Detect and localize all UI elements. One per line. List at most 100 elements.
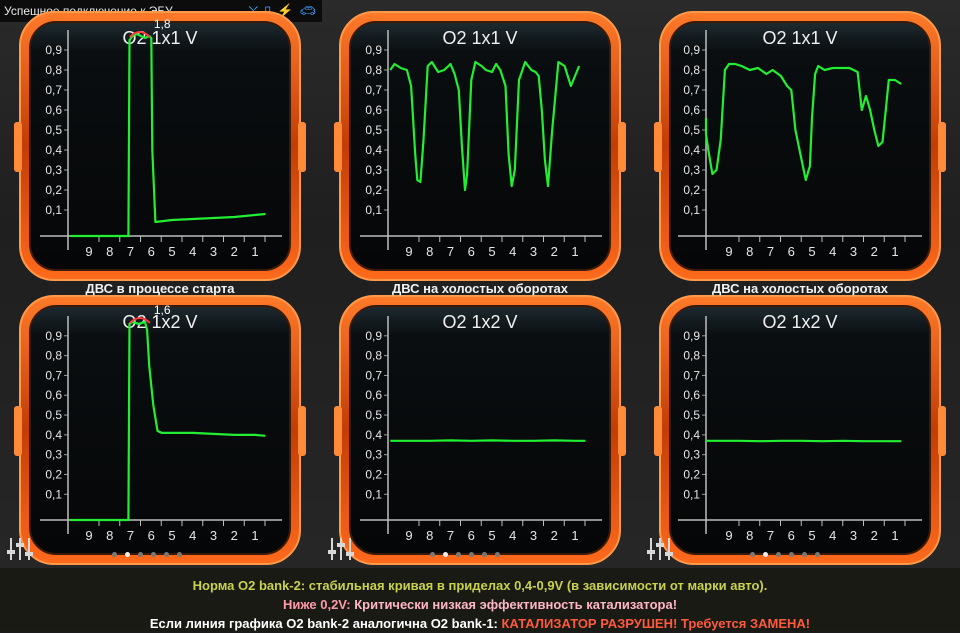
y-tick-label: 0,1 — [365, 203, 382, 217]
page-indicator[interactable] — [112, 552, 182, 557]
x-tick-label: 2 — [551, 528, 558, 543]
footer-notes: Норма O2 bank-2: стабильная кривая в при… — [0, 568, 960, 631]
page-indicator[interactable] — [430, 552, 500, 557]
gauge-screen — [350, 306, 610, 554]
y-tick-label: 0,7 — [365, 368, 382, 382]
y-tick-label: 0,5 — [365, 123, 382, 137]
page-dot[interactable] — [469, 552, 474, 557]
page-dot[interactable] — [138, 552, 143, 557]
page-dot[interactable] — [177, 552, 182, 557]
page-dot[interactable] — [482, 552, 487, 557]
sliders-icon[interactable] — [6, 536, 36, 562]
y-tick-label: 0,1 — [45, 487, 62, 501]
y-tick-label: 0,2 — [45, 467, 62, 481]
y-tick-label: 0,2 — [45, 183, 62, 197]
page-dot[interactable] — [151, 552, 156, 557]
x-tick-label: 6 — [148, 528, 155, 543]
x-tick-label: 6 — [788, 528, 795, 543]
page-dot[interactable] — [815, 552, 820, 557]
y-tick-label: 0,9 — [45, 329, 62, 343]
x-tick-label: 2 — [871, 528, 878, 543]
y-tick-label: 0,1 — [683, 203, 700, 217]
x-tick-label: 7 — [767, 528, 774, 543]
gauge-screen — [30, 306, 290, 554]
chart-title: O2 1x2 V — [762, 312, 837, 332]
y-tick-label: 0,3 — [365, 448, 382, 462]
x-tick-label: 9 — [725, 528, 732, 543]
y-tick-label: 0,8 — [365, 349, 382, 363]
y-tick-label: 0,7 — [683, 83, 700, 97]
gauge-side-accent — [334, 406, 342, 456]
page-dot[interactable] — [456, 552, 461, 557]
x-tick-label: 2 — [231, 528, 238, 543]
y-tick-label: 0,8 — [683, 349, 700, 363]
page-dot[interactable] — [750, 552, 755, 557]
y-tick-label: 0,5 — [45, 408, 62, 422]
y-tick-label: 0,5 — [683, 123, 700, 137]
x-tick-label: 6 — [468, 244, 475, 259]
x-tick-label: 9 — [405, 528, 412, 543]
footer-low-text: Критически низкая эффективность катализа… — [351, 597, 677, 612]
page-dot-active[interactable] — [443, 552, 448, 557]
page-dot[interactable] — [776, 552, 781, 557]
x-tick-label: 1 — [571, 244, 578, 259]
caption-left: ДВС в процессе старта — [20, 281, 300, 297]
x-tick-label: 5 — [488, 528, 495, 543]
y-tick-label: 0,8 — [45, 349, 62, 363]
page-dot[interactable] — [802, 552, 807, 557]
x-tick-label: 3 — [210, 244, 217, 259]
y-tick-label: 0,5 — [683, 408, 700, 422]
footer-catalyst-prefix: Если линия графика O2 bank-2 аналогична … — [150, 616, 498, 631]
page-dot[interactable] — [495, 552, 500, 557]
page-dot[interactable] — [789, 552, 794, 557]
x-tick-label: 8 — [106, 244, 113, 259]
sliders-icon[interactable] — [327, 536, 357, 562]
gauge-side-accent — [298, 406, 306, 456]
x-tick-label: 5 — [488, 244, 495, 259]
peak-label: 1,8 — [154, 17, 171, 31]
x-tick-label: 8 — [426, 244, 433, 259]
gauge-screen — [350, 22, 610, 270]
chart-title: O2 1x1 V — [442, 28, 517, 48]
y-tick-label: 0,6 — [683, 388, 700, 402]
x-tick-label: 1 — [251, 244, 258, 259]
chart-title: O2 1x1 V — [122, 28, 197, 48]
gauge-side-accent — [618, 122, 626, 172]
sliders-icon[interactable] — [646, 536, 676, 562]
y-tick-label: 0,1 — [45, 203, 62, 217]
x-tick-label: 9 — [725, 244, 732, 259]
page-dot-active[interactable] — [125, 552, 130, 557]
x-tick-label: 7 — [127, 528, 134, 543]
gauge-side-accent — [298, 122, 306, 172]
x-tick-label: 1 — [251, 528, 258, 543]
x-tick-label: 4 — [189, 528, 196, 543]
x-tick-label: 9 — [405, 244, 412, 259]
page-dot[interactable] — [112, 552, 117, 557]
footer-low-prefix: Ниже 0,2V: — [283, 597, 351, 612]
chart-title: O2 1x1 V — [762, 28, 837, 48]
x-tick-label: 8 — [746, 528, 753, 543]
page-dot[interactable] — [430, 552, 435, 557]
page-dot[interactable] — [164, 552, 169, 557]
x-tick-label: 9 — [85, 244, 92, 259]
x-tick-label: 4 — [829, 244, 836, 259]
page-dot-active[interactable] — [763, 552, 768, 557]
y-tick-label: 0,4 — [45, 428, 62, 442]
footer-line-catalyst: Если линия графика O2 bank-2 аналогична … — [0, 614, 960, 633]
x-tick-label: 3 — [850, 528, 857, 543]
gauge-side-accent — [618, 406, 626, 456]
x-tick-label: 8 — [746, 244, 753, 259]
gauge-side-accent — [334, 122, 342, 172]
x-tick-label: 1 — [571, 528, 578, 543]
x-tick-label: 5 — [808, 528, 815, 543]
y-tick-label: 0,4 — [683, 428, 700, 442]
x-tick-label: 3 — [210, 528, 217, 543]
page-indicator[interactable] — [750, 552, 820, 557]
gauge-side-accent — [654, 122, 662, 172]
caption-middle: ДВС на холостых оборотах — [340, 281, 620, 297]
y-tick-label: 0,5 — [45, 123, 62, 137]
y-tick-label: 0,9 — [365, 329, 382, 343]
y-tick-label: 0,4 — [683, 143, 700, 157]
y-tick-label: 0,6 — [45, 103, 62, 117]
